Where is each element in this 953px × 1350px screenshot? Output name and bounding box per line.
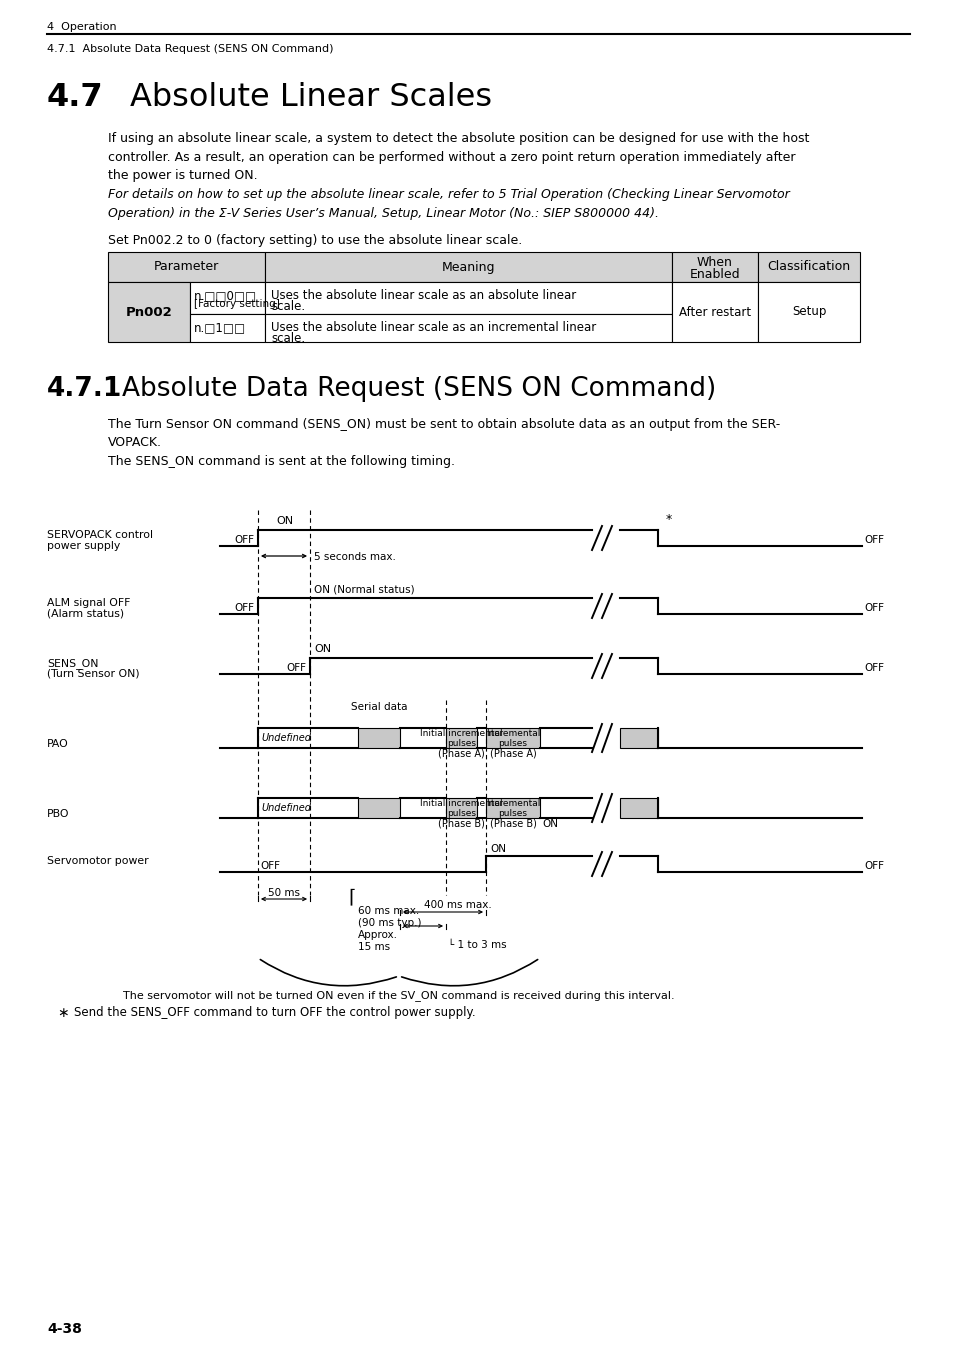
Bar xyxy=(446,728,476,748)
Text: Undefined: Undefined xyxy=(261,733,311,743)
Text: Classification: Classification xyxy=(766,261,850,274)
Text: n.□1□□: n.□1□□ xyxy=(193,321,246,333)
Text: (Phase B): (Phase B) xyxy=(489,819,536,829)
Text: OFF: OFF xyxy=(863,535,883,545)
Text: 4.7: 4.7 xyxy=(47,82,104,113)
Text: Approx.: Approx. xyxy=(357,930,397,940)
Text: Absolute Linear Scales: Absolute Linear Scales xyxy=(130,82,492,113)
Text: 4.7.1  Absolute Data Request (SENS ON Command): 4.7.1 Absolute Data Request (SENS ON Com… xyxy=(47,45,334,54)
Bar xyxy=(265,252,671,282)
Text: Uses the absolute linear scale as an incremental linear: Uses the absolute linear scale as an inc… xyxy=(271,321,596,333)
Text: The servomotor will not be turned ON even if the SV_ON command is received durin: The servomotor will not be turned ON eve… xyxy=(123,990,674,1000)
Text: Parameter: Parameter xyxy=(153,261,219,274)
Text: [Factory setting]: [Factory setting] xyxy=(193,298,279,309)
Text: When: When xyxy=(697,255,732,269)
Text: OFF: OFF xyxy=(863,663,883,674)
Text: If using an absolute linear scale, a system to detect the absolute position can : If using an absolute linear scale, a sys… xyxy=(108,132,808,182)
Text: Send the SENS_OFF command to turn OFF the control power supply.: Send the SENS_OFF command to turn OFF th… xyxy=(74,1006,476,1019)
Text: The Turn Sensor ON command (SENS_ON) must be sent to obtain absolute data as an : The Turn Sensor ON command (SENS_ON) mus… xyxy=(108,418,780,450)
Text: Pn002: Pn002 xyxy=(126,305,172,319)
Bar xyxy=(446,798,476,818)
Text: Undefined: Undefined xyxy=(261,803,311,813)
Text: OFF: OFF xyxy=(286,663,306,674)
Text: SENS_ON: SENS_ON xyxy=(47,657,98,668)
Bar xyxy=(265,282,671,315)
Bar xyxy=(485,728,539,748)
Bar xyxy=(357,728,399,748)
Text: Serial data: Serial data xyxy=(351,702,407,711)
Text: PBO: PBO xyxy=(47,809,70,819)
Text: 5 seconds max.: 5 seconds max. xyxy=(314,552,395,562)
Text: (Alarm status): (Alarm status) xyxy=(47,609,124,620)
Bar xyxy=(758,252,859,282)
Bar xyxy=(190,282,265,315)
Text: Servomotor power: Servomotor power xyxy=(47,856,149,865)
Bar xyxy=(758,282,859,342)
Text: (90 ms typ.): (90 ms typ.) xyxy=(357,918,421,927)
Text: 4.7.1: 4.7.1 xyxy=(47,377,122,402)
Text: 15 ms: 15 ms xyxy=(357,942,390,952)
Text: ON: ON xyxy=(314,644,331,653)
Text: ON: ON xyxy=(541,819,558,829)
Text: Incremental
pulses: Incremental pulses xyxy=(485,799,539,818)
Text: OFF: OFF xyxy=(233,535,253,545)
Text: n.□□0□□: n.□□0□□ xyxy=(193,289,257,302)
Bar xyxy=(190,315,265,342)
Bar xyxy=(108,282,190,342)
Text: ON (Normal status): ON (Normal status) xyxy=(314,585,415,594)
Text: 400 ms max.: 400 ms max. xyxy=(424,900,492,910)
Bar xyxy=(671,282,758,342)
Text: scale.: scale. xyxy=(271,332,305,346)
Text: PAO: PAO xyxy=(47,738,69,749)
Text: Setup: Setup xyxy=(791,305,825,319)
Text: 60 ms max.: 60 ms max. xyxy=(357,906,418,917)
Text: 4-38: 4-38 xyxy=(47,1322,82,1336)
Text: Enabled: Enabled xyxy=(689,267,740,281)
Text: OFF: OFF xyxy=(233,603,253,613)
Bar xyxy=(108,252,265,282)
Text: 4  Operation: 4 Operation xyxy=(47,22,116,32)
Text: ⌈: ⌈ xyxy=(348,887,355,906)
Text: scale.: scale. xyxy=(271,300,305,313)
Text: ∗: ∗ xyxy=(57,1006,69,1021)
Text: *: * xyxy=(665,513,672,526)
Text: (Phase A): (Phase A) xyxy=(437,749,484,759)
Text: Absolute Data Request (SENS ON Command): Absolute Data Request (SENS ON Command) xyxy=(122,377,716,402)
Text: Set Pn002.2 to 0 (factory setting) to use the absolute linear scale.: Set Pn002.2 to 0 (factory setting) to us… xyxy=(108,234,521,247)
Text: power supply: power supply xyxy=(47,541,120,551)
Bar xyxy=(357,798,399,818)
Text: SERVOPACK control: SERVOPACK control xyxy=(47,531,152,540)
Bar xyxy=(671,252,758,282)
Text: OFF: OFF xyxy=(863,603,883,613)
Text: Meaning: Meaning xyxy=(441,261,495,274)
Text: ON: ON xyxy=(275,516,293,526)
Bar xyxy=(619,798,658,818)
Text: (Phase A): (Phase A) xyxy=(489,749,536,759)
Text: ALM signal OFF: ALM signal OFF xyxy=(47,598,131,608)
Text: After restart: After restart xyxy=(679,305,750,319)
Text: OFF: OFF xyxy=(260,861,280,871)
Text: OFF: OFF xyxy=(863,861,883,871)
Text: For details on how to set up the absolute linear scale, refer to 5 Trial Operati: For details on how to set up the absolut… xyxy=(108,188,789,220)
Text: Incremental
pulses: Incremental pulses xyxy=(485,729,539,748)
Bar xyxy=(485,798,539,818)
Bar xyxy=(619,728,658,748)
Text: The SENS_ON command is sent at the following timing.: The SENS_ON command is sent at the follo… xyxy=(108,455,455,468)
Text: Uses the absolute linear scale as an absolute linear: Uses the absolute linear scale as an abs… xyxy=(271,289,576,302)
Text: └ 1 to 3 ms: └ 1 to 3 ms xyxy=(448,940,506,950)
Text: 50 ms: 50 ms xyxy=(268,888,299,898)
Text: Initial incremental
pulses: Initial incremental pulses xyxy=(419,729,502,748)
Text: ON: ON xyxy=(490,844,505,855)
Text: Initial incremental
pulses: Initial incremental pulses xyxy=(419,799,502,818)
Text: (Turn Sensor ON): (Turn Sensor ON) xyxy=(47,670,139,679)
Text: (Phase B): (Phase B) xyxy=(437,819,484,829)
Bar xyxy=(265,315,671,342)
